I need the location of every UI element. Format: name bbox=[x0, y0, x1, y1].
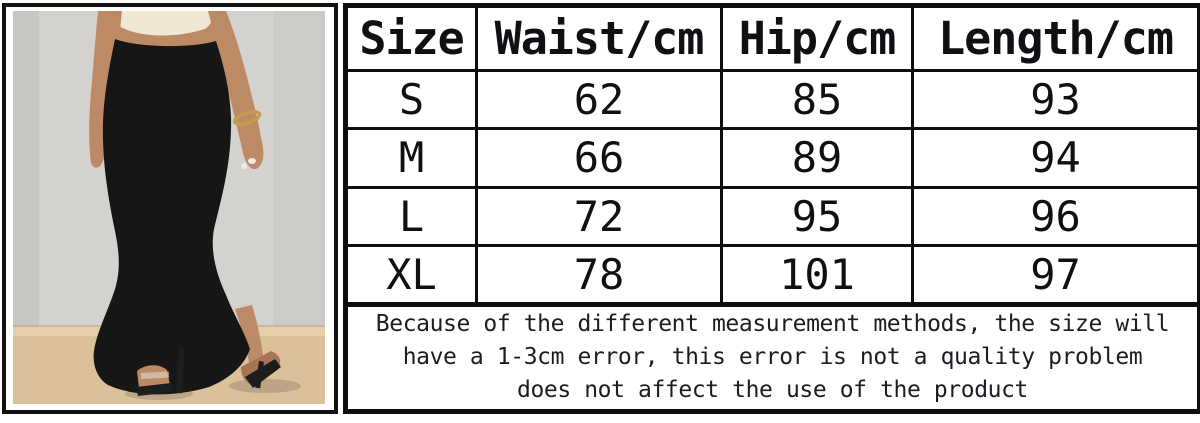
hip-cell: 85 bbox=[720, 68, 914, 131]
length-cell: 96 bbox=[911, 185, 1200, 248]
left-shoe-strap bbox=[141, 371, 170, 379]
left-heel-stick bbox=[175, 347, 185, 394]
hip-cell: 101 bbox=[720, 244, 914, 306]
table-row-m: M 66 89 94 bbox=[344, 127, 1200, 189]
measurement-note-row: Because of the different measurement met… bbox=[344, 301, 1200, 414]
fingernail bbox=[248, 158, 256, 164]
size-cell: L bbox=[344, 185, 478, 248]
length-cell: 97 bbox=[911, 244, 1200, 306]
table-header-row: Size Waist/cm Hip/cm Length/cm bbox=[344, 3, 1200, 72]
header-waist: Waist/cm bbox=[475, 3, 723, 72]
photo-frame bbox=[2, 3, 338, 414]
gold-bracelet bbox=[232, 110, 262, 126]
waist-cell: 66 bbox=[475, 127, 723, 189]
waist-cell: 72 bbox=[475, 185, 723, 248]
table-row-xl: XL 78 101 97 bbox=[344, 244, 1200, 306]
hip-cell: 89 bbox=[720, 127, 914, 189]
header-size: Size bbox=[344, 3, 478, 72]
table-row-l: L 72 95 96 bbox=[344, 185, 1200, 248]
model-photo-illustration bbox=[13, 11, 325, 404]
right-foot-shadow bbox=[229, 379, 301, 393]
size-cell: M bbox=[344, 127, 478, 189]
thumbnail bbox=[241, 163, 247, 169]
size-chart-table: Size Waist/cm Hip/cm Length/cm S 62 85 9… bbox=[343, 3, 1200, 414]
header-hip: Hip/cm bbox=[720, 3, 914, 72]
right-ankle bbox=[235, 305, 265, 369]
wall-right-shade bbox=[273, 11, 325, 336]
size-cell: XL bbox=[344, 244, 478, 306]
left-shoe-sole bbox=[136, 383, 173, 396]
length-cell: 93 bbox=[911, 68, 1200, 131]
hip-cell: 95 bbox=[720, 185, 914, 248]
right-shoe-sole bbox=[245, 359, 281, 388]
crop-top bbox=[116, 11, 214, 36]
mermaid-skirt bbox=[93, 39, 251, 395]
note-line-1: Because of the different measurement met… bbox=[375, 311, 1170, 338]
wall-corner-shade bbox=[13, 11, 39, 341]
waist-cell: 78 bbox=[475, 244, 723, 306]
waist-cell: 62 bbox=[475, 68, 723, 131]
right-heel-stick bbox=[255, 361, 264, 389]
note-line-2: have a 1-3cm error, this error is not a … bbox=[402, 344, 1143, 371]
measurement-note: Because of the different measurement met… bbox=[344, 301, 1200, 414]
length-cell: 94 bbox=[911, 127, 1200, 189]
header-length: Length/cm bbox=[911, 3, 1200, 72]
note-line-3: does not affect the use of the product bbox=[517, 377, 1028, 404]
size-cell: S bbox=[344, 68, 478, 131]
table-row-s: S 62 85 93 bbox=[344, 68, 1200, 131]
left-arm bbox=[208, 11, 264, 170]
